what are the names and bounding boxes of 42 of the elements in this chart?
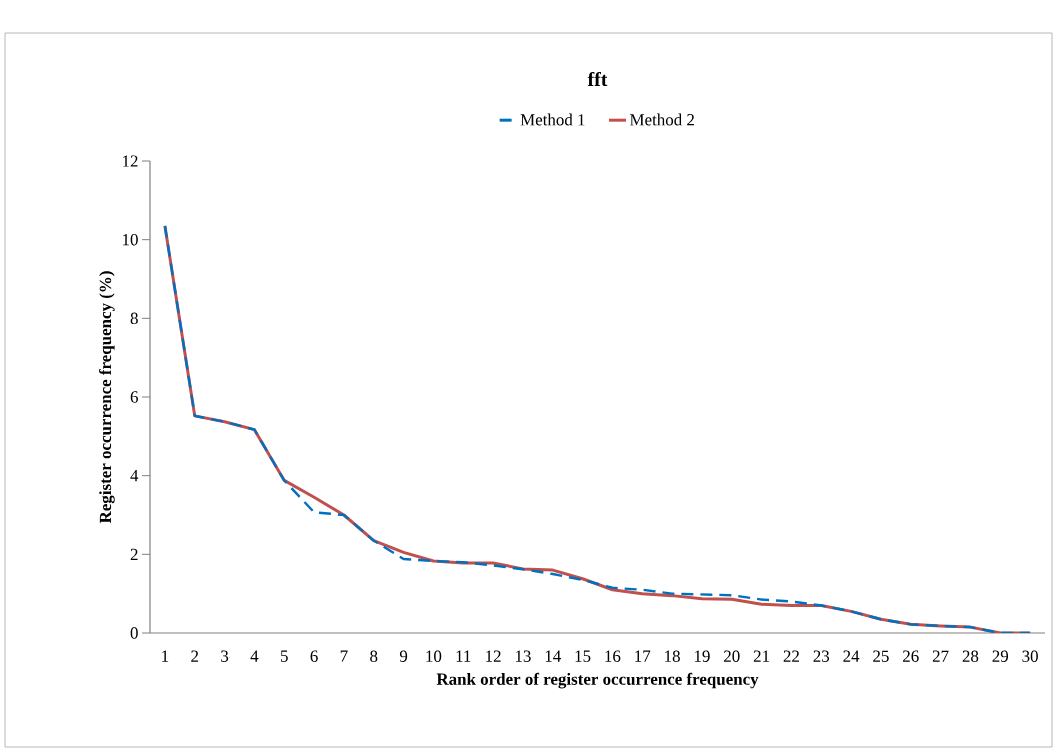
legend-label: Method 2	[629, 113, 694, 126]
y-axis-title: Register occurrence frequency (%)	[99, 271, 115, 524]
x-tick-label: 24	[843, 650, 860, 662]
x-axis-title: Rank order of register occurrence frequency	[436, 672, 759, 689]
x-tick-label: 7	[340, 650, 348, 662]
x-tick-label: 15	[575, 650, 591, 662]
x-tick-label: 28	[962, 650, 979, 662]
x-tick-label: 10	[426, 650, 442, 662]
x-tick-label: 18	[665, 650, 680, 662]
x-tick-label: 29	[992, 650, 1009, 662]
y-tick-label: 12	[123, 155, 138, 167]
x-tick-label: 25	[873, 650, 889, 662]
x-tick-label: 5	[281, 650, 288, 662]
x-tick-label: 23	[813, 650, 830, 662]
x-tick-label: 17	[635, 650, 651, 662]
chart-title: fft	[587, 71, 608, 87]
legend-label: Method 1	[520, 113, 585, 126]
x-tick-label: 6	[310, 650, 318, 662]
x-tick-label: 11	[456, 650, 471, 662]
x-tick-label: 14	[545, 650, 561, 662]
x-tick-label: 13	[515, 650, 531, 662]
x-tick-label: 9	[399, 650, 408, 662]
x-tick-label: 1	[162, 650, 169, 662]
x-tick-label: 22	[783, 650, 799, 662]
y-tick-label: 0	[130, 627, 138, 639]
y-tick-label: 2	[130, 548, 138, 560]
y-tick-label: 6	[130, 391, 138, 403]
x-tick-label: 19	[694, 650, 710, 662]
x-tick-label: 26	[903, 650, 919, 662]
x-tick-label: 27	[932, 650, 949, 662]
x-tick-label: 3	[221, 650, 229, 662]
x-tick-label: 4	[250, 650, 259, 662]
x-tick-label: 30	[1022, 650, 1038, 662]
y-tick-label: 10	[123, 233, 138, 246]
x-tick-label: 16	[605, 650, 621, 662]
x-tick-label: 12	[486, 650, 501, 662]
x-tick-label: 21	[753, 650, 770, 662]
y-tick-label: 4	[130, 470, 139, 482]
y-tick-label: 8	[130, 312, 138, 325]
x-tick-label: 20	[724, 650, 740, 662]
x-tick-label: 8	[370, 650, 378, 662]
x-tick-label: 2	[191, 650, 199, 662]
